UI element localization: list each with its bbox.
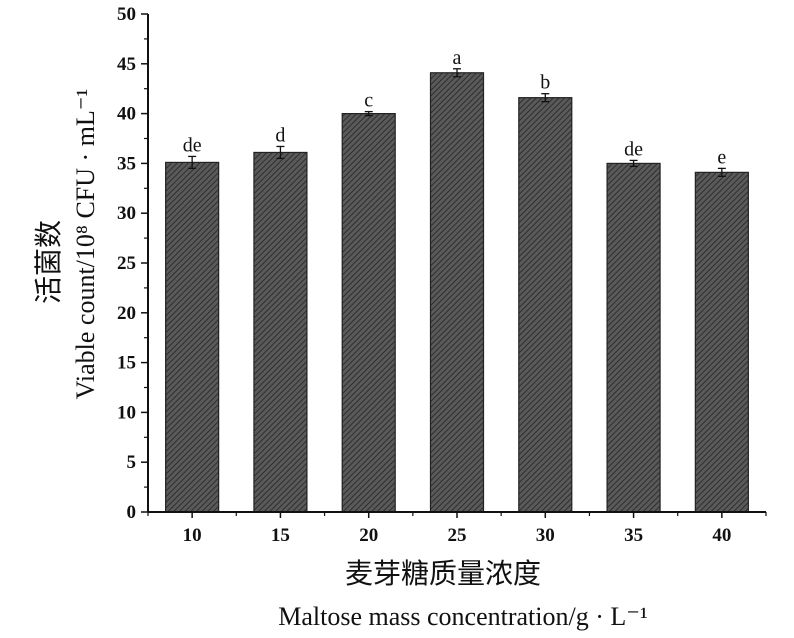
y-ticks-group: 0 5 10 15 20 25 30 35 40 45 50 [117, 4, 148, 523]
error-bar-15 [276, 145, 285, 160]
x-tick-label-10: 10 [183, 525, 202, 546]
y-tick-label-10: 10 [117, 402, 136, 423]
x-ticks-group: 10 15 20 25 30 35 40 [147, 512, 767, 546]
error-bar-30 [541, 93, 550, 103]
bar-30 [518, 97, 573, 513]
x-tick-label-30: 30 [536, 525, 555, 546]
x-tick-label-20: 20 [359, 525, 378, 546]
y-tick-label-0: 0 [127, 502, 137, 523]
error-bar-20 [364, 110, 373, 117]
y-tick-label-50: 50 [117, 4, 136, 25]
x-axis-title-cn: 麦芽糖质量浓度 [345, 557, 541, 590]
x-tick-label-15: 15 [271, 525, 290, 546]
bar-35 [606, 162, 661, 513]
significance-label-10: de [183, 134, 202, 156]
y-tick-label-35: 35 [117, 153, 136, 174]
significance-label-15: d [275, 124, 285, 146]
error-bar-10 [188, 155, 197, 170]
significance-labels-group: de d c a b de e [183, 47, 727, 169]
y-axis-title-cn: 活菌数 [32, 220, 65, 304]
x-axis-title-en: Maltose mass concentration/g · L⁻¹ [278, 602, 648, 631]
error-bars-group [188, 68, 726, 177]
significance-label-25: a [453, 47, 462, 69]
significance-label-30: b [540, 72, 550, 94]
significance-label-20: c [364, 90, 373, 112]
y-tick-label-25: 25 [117, 253, 136, 274]
y-tick-label-15: 15 [117, 353, 136, 374]
y-axis-title-en: Viable count/10⁸ CFU · mL⁻¹ [71, 89, 100, 400]
significance-label-40: e [717, 146, 726, 168]
bar-15 [253, 151, 308, 513]
x-tick-label-35: 35 [624, 525, 643, 546]
y-tick-label-45: 45 [117, 54, 136, 75]
bar-10 [165, 161, 220, 513]
y-tick-label-20: 20 [117, 303, 136, 324]
x-tick-label-25: 25 [448, 525, 467, 546]
error-bar-25 [453, 68, 461, 78]
error-bar-40 [717, 167, 726, 177]
x-tick-label-40: 40 [712, 525, 731, 546]
y-tick-label-40: 40 [117, 104, 136, 125]
bar-20 [341, 112, 396, 513]
error-bar-35 [629, 159, 638, 168]
bar-25 [429, 72, 485, 513]
significance-label-35: de [624, 138, 643, 160]
y-tick-label-30: 30 [117, 203, 136, 224]
bar-40 [694, 171, 749, 513]
bars-group [165, 72, 749, 513]
y-tick-label-5: 5 [127, 452, 137, 473]
